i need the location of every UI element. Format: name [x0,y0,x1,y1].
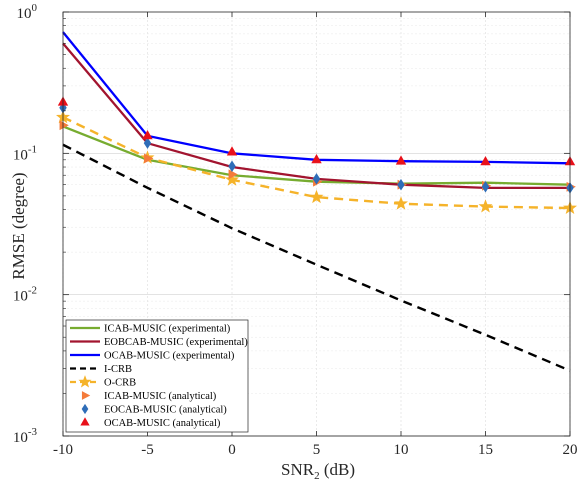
data-point-eocab-music-analytical [143,137,152,149]
legend-item-i-crb: I-CRB [70,364,132,375]
legend-item-ocab-music-experimental: OCAB-MUSIC (experimental) [70,351,235,362]
legend-label: EOBCAB-MUSIC (experimental) [104,337,248,348]
legend-box [65,319,249,433]
y-tick-label: 100 [17,2,38,22]
x-tick-label: 20 [563,442,578,458]
legend-item-ocab-music-analytical: OCAB-MUSIC (analytical) [80,417,221,429]
legend-label: ICAB-MUSIC (experimental) [104,324,231,335]
data-point-ocab-music-analytical [395,155,407,165]
data-point-icab-music-analytical [59,120,69,131]
legend-swatch-marker [80,417,90,426]
legend: ICAB-MUSIC (experimental) EOBCAB-MUSIC (e… [65,319,249,433]
data-point-icab-music-analytical [228,169,238,180]
x-axis-label-main: SNR [281,460,315,479]
x-tick-label: 5 [313,442,321,458]
legend-label: I-CRB [104,364,132,375]
legend-item-eocab-music-analytical: EOCAB-MUSIC (analytical) [81,403,227,416]
y-tick-label: 10-3 [13,426,38,446]
data-point-o-crb [478,199,493,213]
legend-label: ICAB-MUSIC (analytical) [104,391,217,402]
y-tick-label: 10-1 [13,143,37,163]
legend-item-icab-music-experimental: ICAB-MUSIC (experimental) [70,324,231,335]
series-line-i-crb [62,143,571,372]
x-tick-label: 10 [394,442,409,458]
data-point-ocab-music-analytical [311,153,322,164]
data-point-ocab-music-analytical [142,130,153,140]
data-point-eocab-music-analytical [481,181,490,193]
x-tick-label: -10 [53,442,73,458]
legend-label: O-CRB [104,378,136,389]
legend-item-icab-music-analytical: ICAB-MUSIC (analytical) [81,391,217,402]
x-axis-ticks: -10 -5 0 5 10 15 20 [53,12,578,458]
x-tick-label: 15 [478,442,493,458]
y-axis-ticks: 100 10-1 10-2 10-3 [13,2,570,446]
legend-label: OCAB-MUSIC (analytical) [104,418,221,429]
data-point-eocab-music-analytical [312,173,321,185]
data-point-ocab-music-analytical [480,156,491,166]
y-tick-label: 10-2 [13,285,37,305]
x-axis-label-subscript: 2 [314,470,320,482]
legend-swatch-marker [81,403,89,415]
x-tick-label: 0 [228,442,236,458]
legend-label: EOCAB-MUSIC (analytical) [104,405,227,416]
legend-swatch-marker [81,391,91,400]
data-point-o-crb [394,196,408,210]
legend-item-o-crb: O-CRB [70,375,136,389]
y-axis-label: RMSE (degree) [9,172,28,279]
legend-swatch-marker [78,375,92,388]
x-axis-label-unit: (dB) [320,460,355,479]
legend-item-eobcab-music-experimental: EOBCAB-MUSIC (experimental) [70,337,248,348]
data-point-icab-music-analytical [144,153,154,164]
data-point-eocab-music-analytical [397,178,405,191]
data-point-eocab-music-analytical [228,160,236,173]
data-point-o-crb [309,189,324,204]
x-axis-label: SNR2 (dB) [281,460,355,482]
legend-label: OCAB-MUSIC (experimental) [104,351,235,362]
data-point-o-crb [225,172,239,186]
data-point-ocab-music-analytical [226,146,238,156]
x-tick-label: -5 [141,442,154,458]
